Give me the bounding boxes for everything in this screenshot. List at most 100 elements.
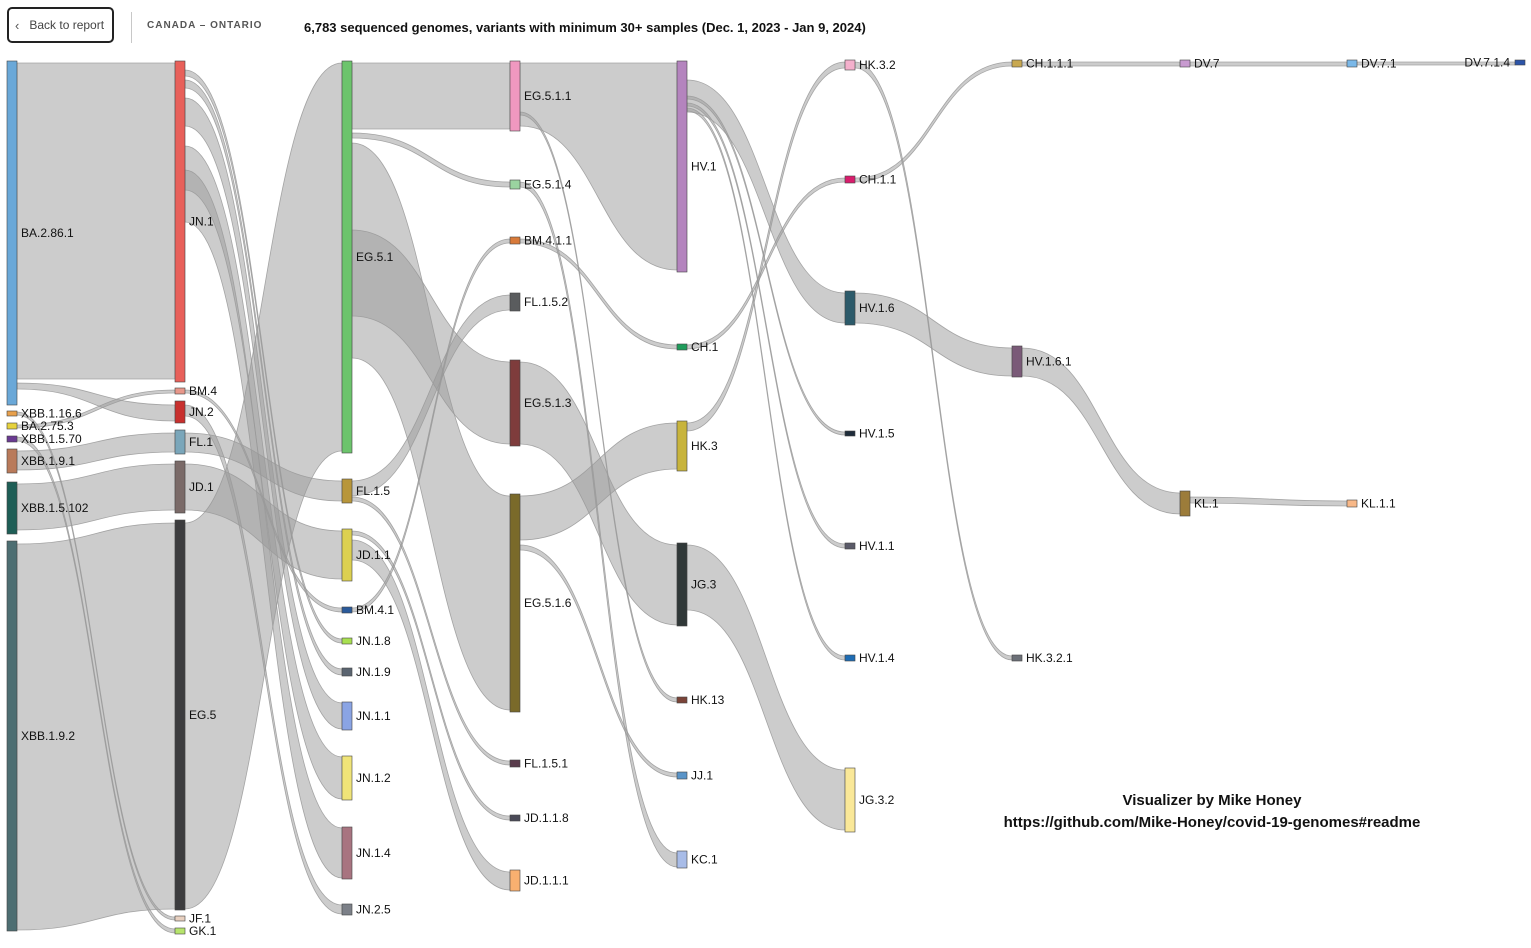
- sankey-node-EG.5[interactable]: [174, 519, 186, 911]
- sankey-node-HV.1.5[interactable]: [844, 430, 856, 437]
- sankey-node-label-JG.3: JG.3: [691, 578, 717, 592]
- sankey-node-HK.13[interactable]: [676, 696, 688, 704]
- sankey-node-label-HV.1.5: HV.1.5: [859, 427, 895, 441]
- sankey-node-JD.1[interactable]: [174, 460, 186, 514]
- sankey-node-label-JN.1.4: JN.1.4: [356, 846, 391, 860]
- sankey-node-XBB.1.9.1[interactable]: [6, 448, 18, 474]
- sankey-node-EG.5.1[interactable]: [341, 60, 353, 454]
- sankey-node-JG.3[interactable]: [676, 542, 688, 627]
- sankey-node-label-EG.5.1.1: EG.5.1.1: [524, 89, 572, 103]
- sankey-node-label-HV.1.6: HV.1.6: [859, 301, 895, 315]
- sankey-node-KL.1[interactable]: [1179, 490, 1191, 517]
- sankey-link-XBB.1.5.102-to-JD.1: [16, 463, 176, 531]
- sankey-node-JD.1.1.1[interactable]: [509, 869, 521, 892]
- sankey-node-FL.1.5[interactable]: [341, 478, 353, 504]
- sankey-node-BM.4[interactable]: [174, 387, 186, 395]
- sankey-node-KC.1[interactable]: [676, 850, 688, 869]
- sankey-node-HV.1[interactable]: [676, 60, 688, 273]
- sankey-node-EG.5.1.4[interactable]: [509, 179, 521, 190]
- sankey-node-FL.1.5.2[interactable]: [509, 292, 521, 312]
- sankey-link-HV.1.6.1-to-KL.1: [1021, 347, 1181, 515]
- sankey-node-JN.1.2[interactable]: [341, 755, 353, 801]
- back-to-report-button[interactable]: ‹ Back to report: [7, 7, 114, 43]
- sankey-node-label-JD.1.1.8: JD.1.1.8: [524, 811, 569, 825]
- sankey-node-CH.1.1.1[interactable]: [1011, 59, 1023, 68]
- sankey-node-XBB.1.16.6[interactable]: [6, 410, 18, 417]
- sankey-node-JN.1.8[interactable]: [341, 637, 353, 645]
- sankey-node-EG.5.1.6[interactable]: [509, 493, 521, 713]
- sankey-node-label-DV.7: DV.7: [1194, 57, 1220, 71]
- sankey-node-HK.3[interactable]: [676, 420, 688, 472]
- sankey-node-label-XBB.1.5.70: XBB.1.5.70: [21, 432, 82, 446]
- sankey-node-FL.1[interactable]: [174, 429, 186, 455]
- sankey-node-label-JF.1: JF.1: [189, 912, 211, 926]
- sankey-node-GK.1[interactable]: [174, 927, 186, 935]
- sankey-node-EG.5.1.1[interactable]: [509, 60, 521, 132]
- sankey-node-XBB.1.5.70[interactable]: [6, 435, 18, 443]
- sankey-node-label-HK.13: HK.13: [691, 693, 725, 707]
- sankey-node-label-EG.5.1: EG.5.1: [356, 250, 394, 264]
- sankey-link-HV.1-to-HV.1.6: [686, 79, 846, 324]
- sankey-node-JJ.1[interactable]: [676, 771, 688, 780]
- sankey-node-FL.1.5.1[interactable]: [509, 759, 521, 768]
- sankey-node-HK.3.2.1[interactable]: [1011, 654, 1023, 662]
- sankey-node-BM.4.1.1[interactable]: [509, 236, 521, 245]
- sankey-node-label-KL.1: KL.1: [1194, 497, 1219, 511]
- sankey-node-JN.2.5[interactable]: [341, 903, 353, 916]
- sankey-node-label-JD.1.1: JD.1.1: [356, 548, 391, 562]
- sankey-node-HV.1.4[interactable]: [844, 654, 856, 662]
- sankey-node-HV.1.6.1[interactable]: [1011, 345, 1023, 378]
- sankey-node-BA.2.75.3[interactable]: [6, 422, 18, 430]
- sankey-links: [16, 61, 1516, 934]
- sankey-node-label-HK.3: HK.3: [691, 439, 718, 453]
- sankey-node-label-JN.1.2: JN.1.2: [356, 771, 391, 785]
- sankey-node-CH.1[interactable]: [676, 343, 688, 351]
- sankey-node-JN.1.4[interactable]: [341, 826, 353, 880]
- sankey-node-CH.1.1[interactable]: [844, 175, 856, 184]
- sankey-node-label-BM.4.1: BM.4.1: [356, 603, 394, 617]
- sankey-node-EG.5.1.3[interactable]: [509, 359, 521, 447]
- sankey-node-HV.1.6[interactable]: [844, 290, 856, 326]
- sankey-node-label-FL.1.5: FL.1.5: [356, 484, 390, 498]
- sankey-node-BM.4.1[interactable]: [341, 606, 353, 614]
- sankey-node-DV.7[interactable]: [1179, 59, 1191, 68]
- sankey-node-JG.3.2[interactable]: [844, 767, 856, 833]
- sankey-node-label-HV.1.6.1: HV.1.6.1: [1026, 355, 1072, 369]
- sankey-node-JN.1.9[interactable]: [341, 667, 353, 677]
- region-label: CANADA – ONTARIO: [147, 20, 263, 31]
- sankey-node-JD.1.1.8[interactable]: [509, 814, 521, 822]
- sankey-node-JN.1.1[interactable]: [341, 701, 353, 731]
- sankey-node-label-BA.2.75.3: BA.2.75.3: [21, 419, 74, 433]
- sankey-node-HV.1.1[interactable]: [844, 542, 856, 550]
- sankey-node-label-HK.3.2.1: HK.3.2.1: [1026, 651, 1073, 665]
- sankey-node-label-FL.1: FL.1: [189, 435, 213, 449]
- sankey-node-XBB.1.5.102[interactable]: [6, 481, 18, 535]
- sankey-node-JN.2[interactable]: [174, 400, 186, 424]
- sankey-node-JN.1[interactable]: [174, 60, 186, 383]
- sankey-node-label-FL.1.5.1: FL.1.5.1: [524, 757, 568, 771]
- sankey-node-KL.1.1[interactable]: [1346, 499, 1358, 508]
- sankey-node-label-JG.3.2: JG.3.2: [859, 793, 895, 807]
- sankey-node-DV.7.1[interactable]: [1346, 59, 1358, 68]
- sankey-node-label-JN.1.8: JN.1.8: [356, 634, 391, 648]
- sankey-node-HK.3.2[interactable]: [844, 59, 856, 71]
- credit-author: Visualizer by Mike Honey: [1122, 792, 1302, 809]
- sankey-node-label-EG.5.1.3: EG.5.1.3: [524, 396, 572, 410]
- sankey-node-label-HV.1.1: HV.1.1: [859, 539, 895, 553]
- sankey-node-label-XBB.1.16.6: XBB.1.16.6: [21, 407, 82, 421]
- sankey-node-BA.2.86.1[interactable]: [6, 60, 18, 406]
- sankey-node-DV.7.1.4[interactable]: [1514, 59, 1526, 66]
- sankey-node-label-HK.3.2: HK.3.2: [859, 58, 896, 72]
- credit-link[interactable]: https://github.com/Mike-Honey/covid-19-g…: [1003, 814, 1421, 831]
- sankey-node-XBB.1.9.2[interactable]: [6, 540, 18, 932]
- sankey-node-label-JN.1.1: JN.1.1: [356, 709, 391, 723]
- sankey-node-label-CH.1: CH.1: [691, 340, 719, 354]
- sankey-node-label-JN.1: JN.1: [189, 215, 214, 229]
- sankey-node-JD.1.1[interactable]: [341, 528, 353, 582]
- sankey-node-label-HV.1.4: HV.1.4: [859, 651, 895, 665]
- sankey-node-label-JN.2.5: JN.2.5: [356, 903, 391, 917]
- sankey-node-JF.1[interactable]: [174, 915, 186, 922]
- sankey-node-label-JJ.1: JJ.1: [691, 769, 713, 783]
